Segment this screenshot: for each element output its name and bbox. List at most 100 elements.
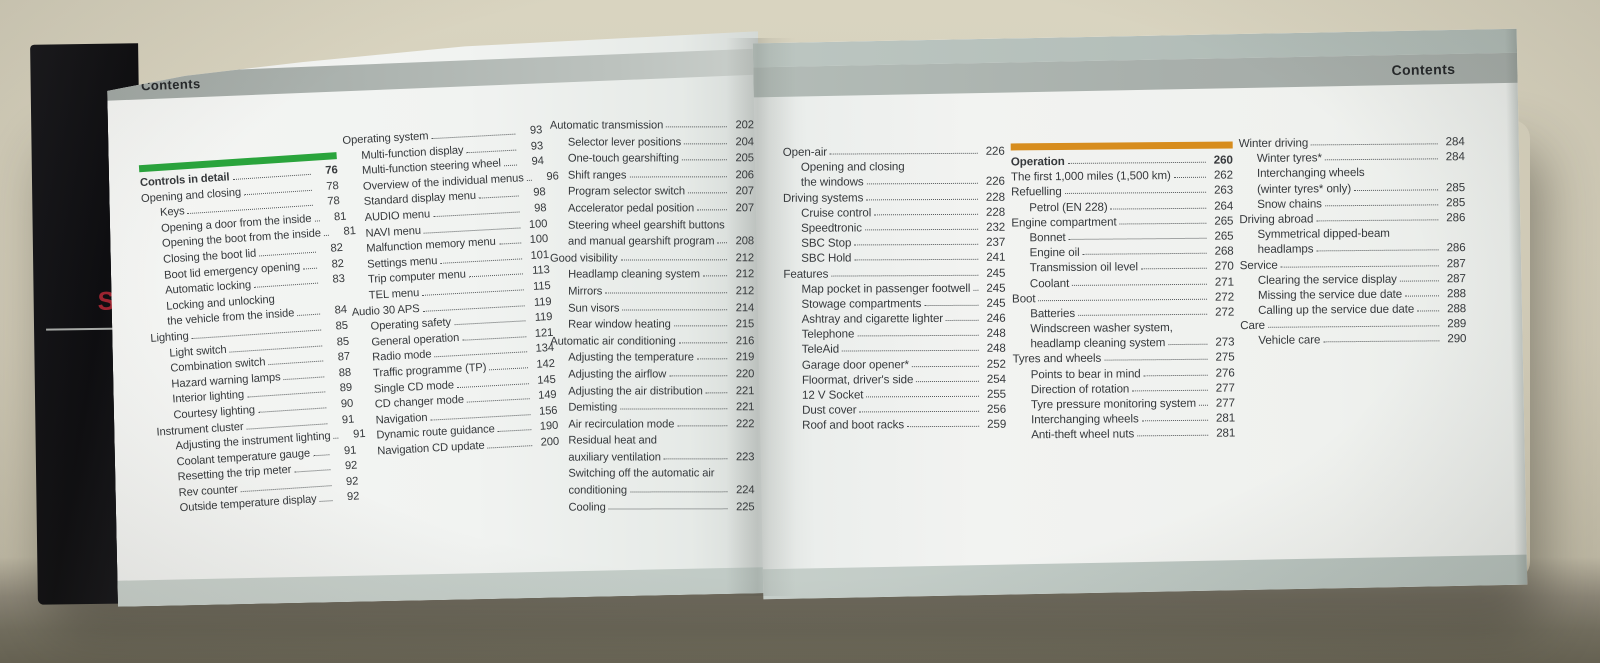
toc-entry-label: Good visibility [550,252,618,265]
toc-page-number: 98 [533,202,547,215]
toc-entry-label: Petrol (EN 228) [1029,200,1108,214]
toc-page-number: 93 [530,139,544,153]
dot-leader [303,258,318,269]
toc-entry: Speedtronic 232 [783,219,1005,236]
dot-leader [605,283,727,293]
dot-leader [911,356,979,367]
toc-column-right-3: Winter driving 284 Winter tyres* 284 Interch… [1239,134,1467,349]
dot-leader [829,143,978,155]
toc-page-number: 85 [336,335,350,349]
toc-page-number: 273 [1215,335,1235,349]
toc-page-number: 92 [345,475,359,489]
dot-leader [866,386,980,398]
dot-leader [1141,410,1209,422]
left-page-header-band: Contents [106,48,770,101]
toc-entry: Mirrors 212 [550,283,754,300]
toc-entry-label: Anti-theft wheel nuts [1031,427,1135,442]
toc-page-number: 264 [1214,199,1234,213]
toc-entry-label: Headlamp cleaning system [568,268,701,281]
dot-leader [1072,274,1207,286]
toc-page-number: 221 [735,401,755,414]
dot-leader [666,117,727,127]
dot-leader [684,134,727,144]
toc-page-number: 224 [736,484,755,497]
toc-page-number: 272 [1215,305,1235,319]
dot-leader [1323,331,1440,343]
toc-entry-label: Sun visors [568,302,620,315]
toc-page-number: 263 [1213,183,1234,198]
toc-entry-label: Snow chains [1257,197,1322,211]
toc-page-number: 270 [1214,259,1234,273]
dot-leader [467,389,530,402]
toc-entry-label: the windows [800,175,864,190]
toc-page-number: 83 [332,272,346,286]
dot-leader [622,300,727,310]
dot-leader [717,233,727,243]
dot-leader [609,499,728,509]
toc-entry-label: Accelerator pedal position [567,202,695,215]
dot-leader [682,150,727,160]
toc-page-number: 252 [986,357,1006,371]
dot-leader [462,327,527,340]
toc-page-number: 214 [735,301,755,314]
dot-leader [864,219,979,231]
toc-page-number: 78 [326,179,340,193]
toc-page-number: 205 [735,152,754,165]
toc-entry: SBC Stop 237 [783,234,1006,251]
dot-leader [669,366,727,376]
toc-page-number: 271 [1214,275,1234,289]
toc-page-number: 207 [735,185,754,198]
toc-entry-label: Floormat, driver's side [801,372,914,387]
toc-entry-label: Map pocket in passenger footwell [801,281,971,296]
toc-page-number: 245 [986,266,1006,280]
dot-leader [297,305,320,316]
toc-page-number: 237 [986,235,1006,249]
dot-leader [688,184,727,194]
dot-leader [489,358,528,370]
toc-page-number: 245 [986,296,1006,310]
toc-entry-label: (winter tyres* only) [1257,181,1352,196]
toc-entry-label: Operation [1010,154,1065,169]
dot-leader [973,280,979,291]
dot-leader [874,204,979,216]
dot-leader [1267,316,1440,329]
dot-leader [323,226,329,236]
toc-page-number: 260 [1213,153,1233,167]
dot-leader [479,187,519,199]
dot-leader [1064,183,1207,195]
dot-leader [466,140,516,153]
toc-page-number: 289 [1447,317,1467,331]
toc-entry-label: Opening and closing [800,160,905,174]
toc-page-number: 92 [344,459,358,473]
toc-entry-label: Roof and boot racks [802,418,905,433]
toc-page-number: 286 [1446,211,1466,225]
toc-page-number: 206 [735,169,754,182]
dot-leader [1143,365,1208,376]
dot-leader [1110,198,1207,210]
toc-page-number: 285 [1446,195,1466,210]
toc-entry: Sun visors 214 [550,300,754,317]
toc-page-number: 82 [330,241,344,255]
dot-leader [866,174,978,185]
toc-page-number: 207 [735,202,754,215]
toc-page-number: 215 [735,318,755,331]
toc-page-number: 265 [1214,229,1234,243]
toc-entry: Adjusting the temperature 219 [550,350,754,367]
toc-entry-label: Windscreen washer system, [1030,321,1173,336]
toc-entry: Adjusting the air distribution 221 [550,383,754,400]
toc-entry-label: Vehicle care [1258,333,1321,348]
toc-page-number: 91 [341,413,355,426]
toc-entry: auxiliary ventilation 223 [550,449,754,466]
toc-page-number: 115 [532,279,551,293]
toc-entry-label: One-touch gearshifting [567,152,679,165]
toc-page-number: 290 [1447,332,1467,346]
toc-column-left-1: Controls in detail 76 Opening and closing 7… [139,149,360,518]
toc-entry-label: Garage door opener* [801,357,909,372]
toc-entry: 12 V Socket 255 [784,386,1006,403]
toc-entry: Telephone 248 [784,326,1006,342]
toc-entry-label: Cruise control [801,206,872,220]
toc-column-right-2: Operation 260 The first 1,000 miles (1,500… [1010,139,1236,443]
toc-entry: and manual gearshift program 208 [550,233,754,250]
toc-entry-label: Engine oil [1029,245,1080,260]
right-page-edge-stack [762,554,1528,600]
